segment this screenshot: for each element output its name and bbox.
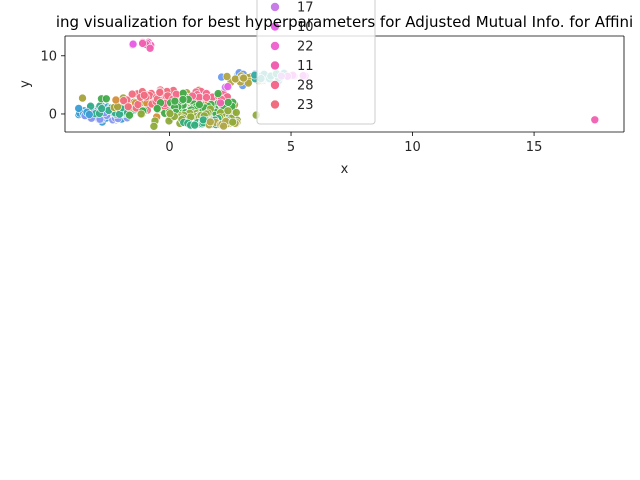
data-point-khaki-low (206, 117, 215, 127)
y-axis-label: y (18, 80, 33, 88)
data-point-orange-center (111, 95, 121, 105)
data-point-lime-low (223, 106, 233, 116)
data-point-olive-right (239, 73, 248, 83)
data-point-green-center (170, 96, 180, 106)
data-point-olive-right (231, 74, 240, 84)
legend-label: 23 (297, 98, 314, 113)
data-point-teal-left (97, 104, 106, 113)
legend-marker (270, 21, 280, 32)
data-point-olive-right (222, 72, 232, 81)
legend-marker (270, 41, 280, 51)
data-point-pink-center (119, 96, 128, 105)
data-point (223, 82, 233, 91)
y-tick-label: 10 (40, 49, 57, 64)
x-axis-label: x (341, 162, 349, 177)
y-tick-label: 0 (49, 107, 57, 122)
legend-marker (270, 60, 280, 71)
legend-frame (256, 0, 376, 125)
data-point (145, 43, 155, 53)
data-point (85, 110, 94, 119)
legend: 17 10 22 11 28 23 (256, 0, 376, 125)
data-point (216, 98, 225, 108)
data-point-olive-center (78, 93, 87, 103)
legend-label: 28 (297, 79, 314, 94)
legend-label: 10 (297, 20, 314, 35)
data-point-pink-top (138, 39, 147, 48)
data-point (590, 115, 600, 125)
data-point-pink-center (127, 89, 137, 99)
x-tick-label: 5 (287, 140, 295, 155)
data-point-green-center (152, 104, 162, 113)
legend-marker (270, 99, 280, 110)
data-point-green-center (195, 100, 204, 109)
x-tick-label: 10 (404, 140, 421, 155)
legend-marker (270, 2, 280, 12)
data-point-green-center (178, 95, 188, 104)
data-point-pink-center (123, 102, 133, 112)
data-point-khaki-low (219, 121, 228, 131)
data-point (213, 89, 223, 98)
data-point (128, 39, 138, 49)
data-point-green-center (125, 110, 134, 120)
data-point (228, 117, 237, 127)
legend-label: 11 (297, 59, 314, 74)
legend-marker (270, 80, 280, 90)
data-point (155, 88, 165, 97)
legend-label: 22 (297, 40, 314, 55)
data-point-lime-low (149, 122, 159, 131)
x-tick-label: 15 (526, 140, 543, 155)
chart-title: ing visualization for best hyperparamete… (56, 13, 633, 31)
data-point-blue-left (74, 104, 83, 113)
data-point-lime-low (165, 109, 175, 118)
data-point-rose-center (202, 93, 211, 102)
x-tick-label: 0 (165, 140, 173, 155)
legend-label: 17 (297, 1, 314, 16)
data-point-teal-low (190, 120, 199, 130)
axis-ticks: 0 5 10 15 0 10 (40, 49, 542, 155)
data-point-pink-center (139, 91, 149, 100)
data-point (102, 94, 111, 104)
data-point-lime-low (136, 109, 146, 119)
data-point-green-center (223, 98, 233, 107)
scatter-points (74, 37, 600, 131)
